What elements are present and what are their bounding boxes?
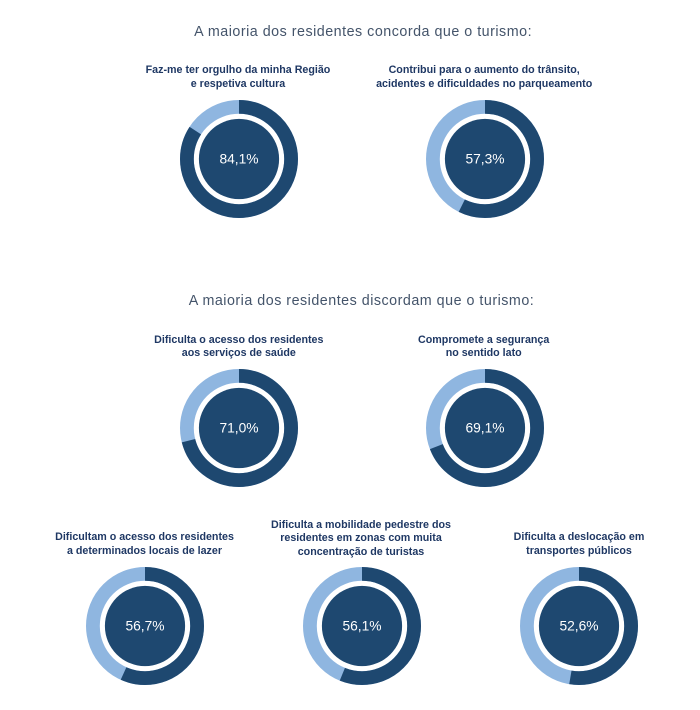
svg-text:69,1%: 69,1% (465, 421, 504, 436)
svg-text:56,1%: 56,1% (342, 619, 381, 634)
svg-text:71,0%: 71,0% (219, 421, 258, 436)
svg-text:56,7%: 56,7% (125, 619, 164, 634)
svg-text:57,3%: 57,3% (465, 152, 504, 167)
svg-text:52,6%: 52,6% (560, 619, 599, 634)
svg-text:84,1%: 84,1% (219, 152, 258, 167)
